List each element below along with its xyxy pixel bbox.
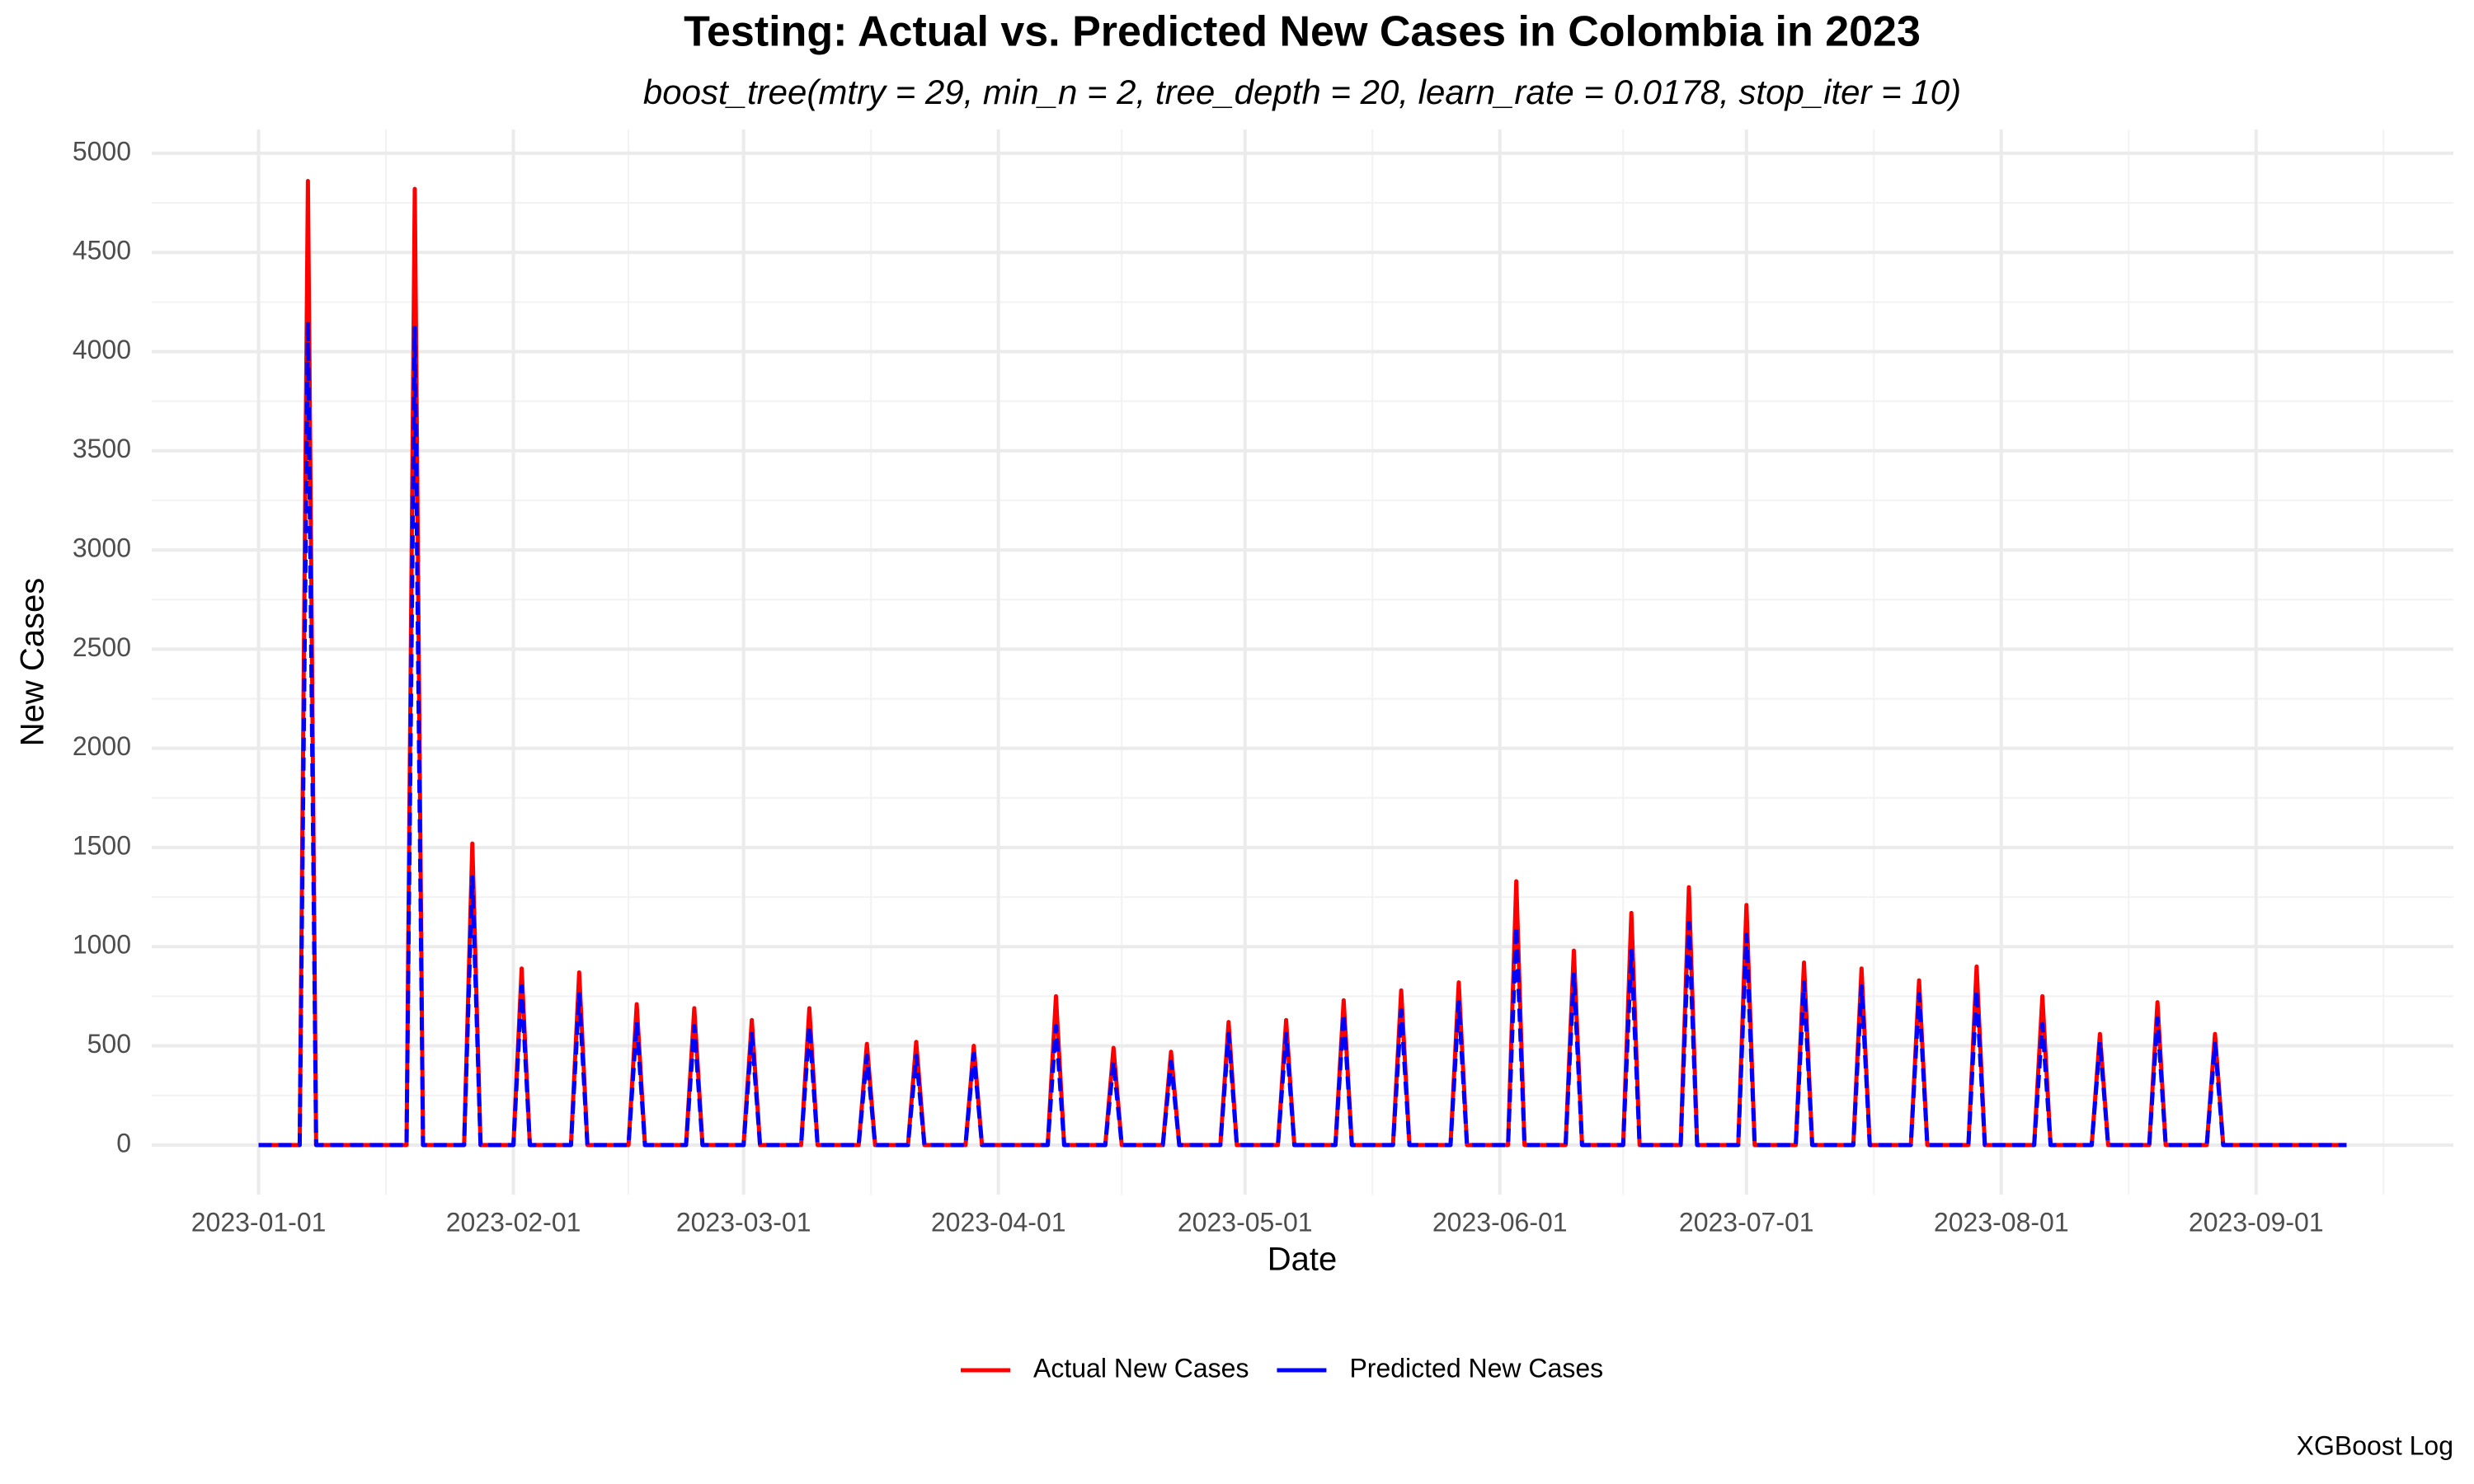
x-tick-label: 2023-06-01 — [1432, 1207, 1568, 1237]
series-line — [258, 179, 2347, 1148]
x-tick-label: 2023-07-01 — [1679, 1207, 1814, 1237]
x-tick-label: 2023-05-01 — [1178, 1207, 1313, 1237]
caption: XGBoost Log — [2297, 1430, 2453, 1460]
series-line — [258, 319, 2347, 1148]
x-tick-label: 2023-02-01 — [446, 1207, 581, 1237]
y-tick-label: 0 — [116, 1128, 131, 1158]
y-tick-label: 3500 — [73, 434, 131, 463]
x-tick-label: 2023-04-01 — [931, 1207, 1066, 1237]
y-tick-label: 5000 — [73, 136, 131, 166]
y-tick-label: 500 — [87, 1029, 131, 1059]
y-tick-label: 1500 — [73, 830, 131, 860]
y-axis-title: New Cases — [15, 578, 51, 747]
x-tick-label: 2023-01-01 — [191, 1207, 327, 1237]
x-tick-label: 2023-03-01 — [676, 1207, 811, 1237]
legend-label: Predicted New Cases — [1349, 1353, 1603, 1383]
y-tick-label: 4500 — [73, 236, 131, 265]
x-axis-title: Date — [1268, 1242, 1338, 1278]
x-tick-label: 2023-08-01 — [1934, 1207, 2069, 1237]
y-tick-label: 2500 — [73, 632, 131, 662]
grid — [152, 129, 2453, 1195]
y-tick-label: 2000 — [73, 731, 131, 761]
x-tick-label: 2023-09-01 — [2189, 1207, 2324, 1237]
y-tick-label: 3000 — [73, 533, 131, 563]
legend-label: Actual New Cases — [1033, 1353, 1249, 1383]
chart-subtitle: boost_tree(mtry = 29, min_n = 2, tree_de… — [643, 73, 1961, 111]
y-tick-label: 4000 — [73, 335, 131, 364]
chart-title: Testing: Actual vs. Predicted New Cases … — [684, 8, 1921, 56]
y-tick-label: 1000 — [73, 930, 131, 960]
